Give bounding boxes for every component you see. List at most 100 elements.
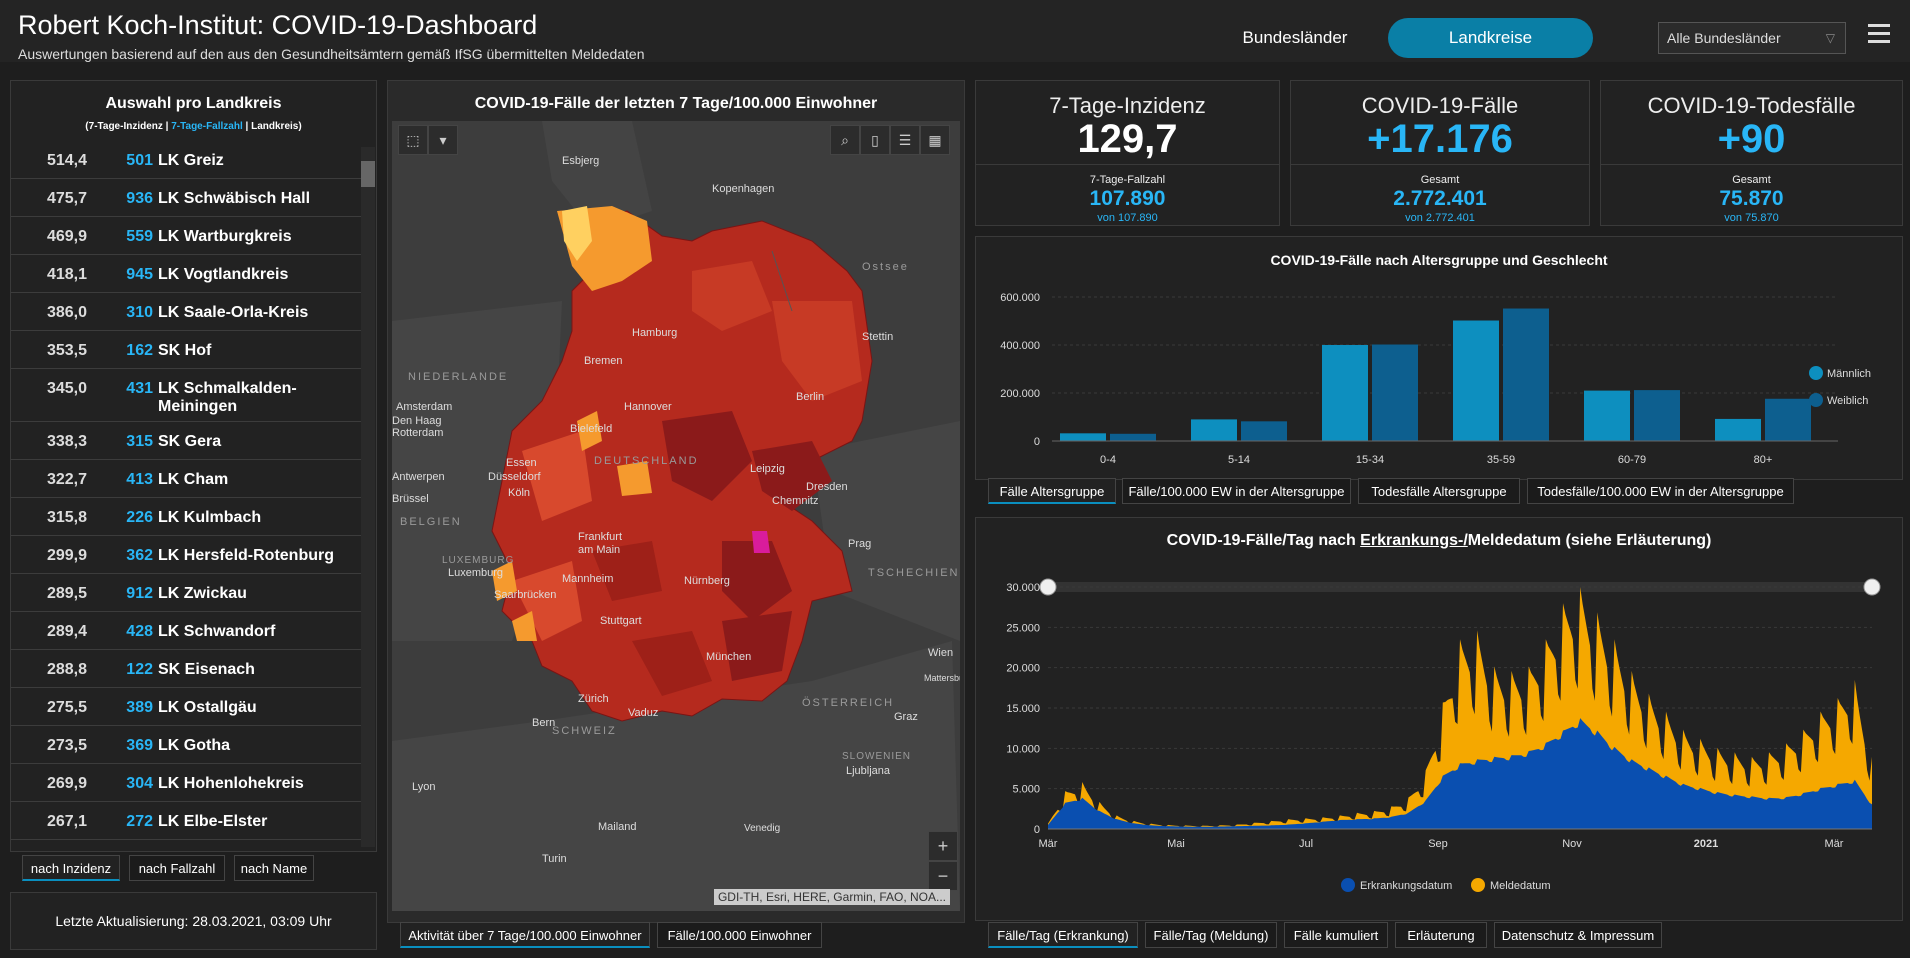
list-item[interactable]: 353,5 162 SK Hof <box>11 331 361 369</box>
zoom-out-button[interactable]: − <box>928 861 958 891</box>
range-handle-end[interactable] <box>1863 578 1881 596</box>
daily-title-link[interactable]: Erkrankungs-/ <box>1360 532 1468 549</box>
map-label: Mattersburg <box>924 673 960 683</box>
map-label: Den Haag <box>392 415 442 427</box>
bundesland-select[interactable]: Alle Bundesländer ▽ <box>1658 22 1846 54</box>
tab-todesfaelle-100000-altersgruppe[interactable]: Todesfälle/100.000 EW in der Altersgrupp… <box>1527 478 1794 504</box>
daily-title-part: COVID-19-Fälle/Tag nach <box>1166 532 1361 549</box>
tab-aktivitaet-7-tage[interactable]: Aktivität über 7 Tage/100.000 Einwohner <box>400 922 650 948</box>
bundeslaender-button[interactable]: Bundesländer <box>1242 28 1348 47</box>
list-item[interactable]: 289,5 912 LK Zwickau <box>11 574 361 612</box>
list-item[interactable]: 273,5 369 LK Gotha <box>11 726 361 764</box>
tab-faelle-tag-meldung[interactable]: Fälle/Tag (Meldung) <box>1145 922 1277 948</box>
list-item[interactable]: 345,0 431 LK Schmalkalden-Meiningen <box>11 369 361 422</box>
legend-label: Männlich <box>1827 368 1871 380</box>
search-icon[interactable]: ⌕ <box>830 125 860 155</box>
list-item-fallzahl: 272 <box>126 813 153 830</box>
list-item[interactable]: 269,9 304 LK Hohenlohekreis <box>11 764 361 802</box>
tab-erlaeuterung[interactable]: Erläuterung <box>1395 922 1487 948</box>
list-item[interactable]: 275,5 389 LK Ostallgäu <box>11 688 361 726</box>
list-item[interactable]: 418,1 945 LK Vogtlandkreis <box>11 255 361 293</box>
menu-icon[interactable] <box>1868 24 1890 44</box>
kpi-small: von 107.890 <box>1097 212 1158 224</box>
header-bar: Robert Koch-Institut: COVID-19-Dashboard… <box>0 0 1910 62</box>
bar-männlich <box>1322 345 1368 441</box>
landkreise-button[interactable]: Landkreise <box>1388 18 1593 58</box>
y-tick-label: 0 <box>1034 824 1040 836</box>
map-label: SLOWENIEN <box>842 751 912 762</box>
bookmark-icon[interactable]: ▯ <box>860 125 890 155</box>
chevron-down-icon[interactable]: ▾ <box>428 125 458 155</box>
kpi-value: +17.176 <box>1367 117 1513 161</box>
list-item-name: SK Gera <box>158 433 222 450</box>
bar-weiblich <box>1241 421 1287 441</box>
list-item[interactable]: 386,0 310 LK Saale-Orla-Kreis <box>11 293 361 331</box>
select-tool-icon[interactable]: ⬚ <box>398 125 428 155</box>
list-item[interactable]: 322,7 413 LK Cham <box>11 460 361 498</box>
chevron-down-icon: ▽ <box>1825 31 1835 45</box>
map-canvas[interactable]: Esbjerg Kopenhagen Ostsee Hamburg Stetti… <box>392 121 960 911</box>
tab-faelle-altersgruppe[interactable]: Fälle Altersgruppe <box>988 478 1116 504</box>
list-item-inzidenz: 338,3 <box>46 433 87 450</box>
tab-datenschutz-impressum[interactable]: Datenschutz & Impressum <box>1494 922 1662 948</box>
kpi-small: von 75.870 <box>1724 212 1779 224</box>
bar-weiblich <box>1503 308 1549 441</box>
y-tick-label: 20.000 <box>1006 663 1040 675</box>
zoom-in-button[interactable]: + <box>928 831 958 861</box>
list-item-inzidenz: 275,5 <box>46 699 87 716</box>
daily-chart-svg: 0 5.000 10.000 15.000 20.000 25.000 30.000 Mär M… <box>1006 578 1881 892</box>
list-item-fallzahl: 431 <box>126 380 153 397</box>
map-label: Saarbrücken <box>494 589 557 601</box>
list-scrollbar[interactable] <box>361 147 375 847</box>
list-item-fallzahl: 945 <box>126 266 153 283</box>
tab-nach-name[interactable]: nach Name <box>234 855 314 881</box>
map-attribution[interactable]: GDI-TH, Esri, HERE, Garmin, FAO, NOA... <box>713 889 950 905</box>
list-item-inzidenz: 322,7 <box>46 471 87 488</box>
list-item[interactable]: 315,8 226 LK Kulmbach <box>11 498 361 536</box>
list-item[interactable]: 338,3 315 SK Gera <box>11 422 361 460</box>
list-item[interactable]: 299,9 362 LK Hersfeld-Rotenburg <box>11 536 361 574</box>
list-item-inzidenz: 345,0 <box>46 380 87 397</box>
kpi-covid-faelle: COVID-19-Fälle +17.176 Gesamt 2.772.401 … <box>1290 80 1590 226</box>
list-item[interactable]: 475,7 936 LK Schwäbisch Hall <box>11 179 361 217</box>
legend-label: Erkrankungsdatum <box>1360 880 1452 892</box>
map-label: Frankfurt am Main <box>578 531 623 556</box>
tab-faelle-100000[interactable]: Fälle/100.000 Einwohner <box>657 922 822 948</box>
tab-nach-inzidenz[interactable]: nach Inzidenz <box>22 855 120 881</box>
list-item-name: LK Cham <box>158 471 229 488</box>
list-item-name: LK Ostallgäu <box>158 699 257 716</box>
map-label: Prag <box>848 538 872 550</box>
list-item-name: LK Hersfeld-Rotenburg <box>158 547 334 564</box>
map-svg[interactable] <box>392 121 960 911</box>
map-label: Stuttgart <box>600 615 642 627</box>
list-title: Auswahl pro Landkreis <box>105 95 282 112</box>
list-item-fallzahl: 122 <box>126 661 153 678</box>
list-item[interactable]: 267,1 272 LK Elbe-Elster <box>11 802 361 840</box>
list-item[interactable]: 263,0271LK Amberg-Sulzbach <box>11 840 361 851</box>
bar-männlich <box>1191 419 1237 441</box>
tab-faelle-100000-altersgruppe[interactable]: Fälle/100.000 EW in der Altersgruppe <box>1122 478 1351 504</box>
list-scroll-thumb[interactable] <box>361 161 375 187</box>
list-item-fallzahl: 428 <box>126 623 153 640</box>
range-handle-start[interactable] <box>1039 578 1057 596</box>
tab-nach-fallzahl[interactable]: nach Fallzahl <box>129 855 225 881</box>
daily-title-part: Meldedatum (siehe Erläuterung) <box>1467 532 1712 549</box>
basemap-gallery-icon[interactable]: ▦ <box>920 125 950 155</box>
legend-list-icon[interactable]: ☰ <box>890 125 920 155</box>
list-item[interactable]: 289,4 428 LK Schwandorf <box>11 612 361 650</box>
list-item[interactable]: 288,8 122 SK Eisenach <box>11 650 361 688</box>
bar-weiblich <box>1372 344 1418 441</box>
bar-männlich <box>1060 433 1106 441</box>
map-label: Stettin <box>862 331 894 343</box>
list-item-inzidenz: 353,5 <box>46 342 87 359</box>
list-item[interactable]: 469,9 559 LK Wartburgkreis <box>11 217 361 255</box>
list-item-name: LK Zwickau <box>158 585 247 602</box>
list-item-inzidenz: 289,4 <box>46 623 87 640</box>
list-item[interactable]: 514,4 501 LK Greiz <box>11 141 361 179</box>
x-tick-label: 60-79 <box>1618 454 1646 466</box>
tab-faelle-kumuliert[interactable]: Fälle kumuliert <box>1284 922 1388 948</box>
legend-marker <box>1341 878 1355 892</box>
tab-todesfaelle-altersgruppe[interactable]: Todesfälle Altersgruppe <box>1358 478 1520 504</box>
tab-faelle-tag-erkrankung[interactable]: Fälle/Tag (Erkrankung) <box>988 922 1138 948</box>
legend-inzidenz: (7-Tage-Inzidenz | <box>85 121 172 132</box>
